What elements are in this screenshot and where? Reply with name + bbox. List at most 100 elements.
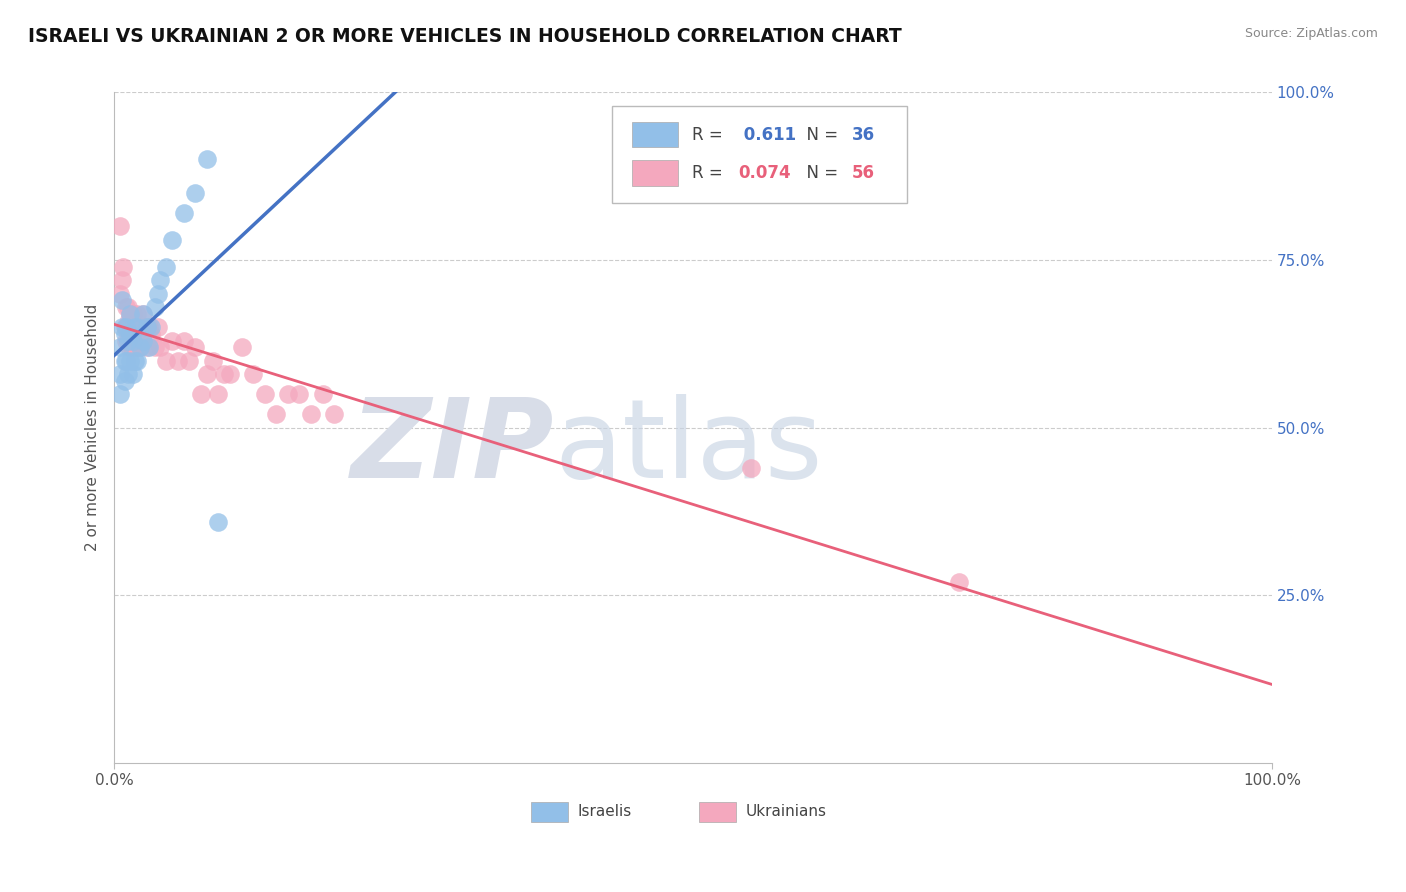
Point [148,286,170,301]
Point [134,320,156,334]
Bar [631,160,678,186]
Point [124,340,146,354]
Point [149,273,172,287]
Point [120,326,142,341]
Text: Israelis: Israelis [578,805,631,820]
FancyBboxPatch shape [699,802,735,822]
Text: R =: R = [692,126,728,144]
Point [114,353,136,368]
Point [219,367,242,381]
Point [155,260,177,274]
Point [120,353,142,368]
Point [117,367,139,381]
Point [120,307,142,321]
Point [124,320,146,334]
Point [143,300,166,314]
Point [149,340,172,354]
Point [141,326,163,341]
Point [108,340,131,354]
Point [108,387,131,401]
Point [127,307,149,321]
Point [173,206,195,220]
Point [242,367,264,381]
Point [264,407,287,421]
Point [195,153,218,167]
Point [135,320,157,334]
Point [148,320,170,334]
FancyBboxPatch shape [531,802,568,822]
Point [184,340,207,354]
Point [108,286,131,301]
Text: ZIP: ZIP [350,394,554,501]
Point [201,353,224,368]
Point [127,340,149,354]
Point [160,233,183,247]
Y-axis label: 2 or more Vehicles in Household: 2 or more Vehicles in Household [86,304,100,551]
Point [207,515,229,529]
Text: N =: N = [796,126,844,144]
Bar [631,122,678,147]
Text: 0.611: 0.611 [738,126,796,144]
Text: atlas: atlas [554,394,823,501]
Point [132,307,155,321]
Point [167,353,190,368]
Point [111,293,134,308]
Text: ISRAELI VS UKRAINIAN 2 OR MORE VEHICLES IN HOUSEHOLD CORRELATION CHART: ISRAELI VS UKRAINIAN 2 OR MORE VEHICLES … [28,27,901,45]
Point [299,407,322,421]
Point [277,387,299,401]
Point [114,320,136,334]
Point [155,353,177,368]
Point [138,340,160,354]
Point [288,387,311,401]
Text: 36: 36 [852,126,875,144]
Point [160,334,183,348]
Point [118,340,141,354]
Point [117,320,139,334]
Point [212,367,235,381]
Point [124,320,146,334]
Point [111,273,134,287]
Point [117,300,139,314]
Point [231,340,253,354]
Point [190,387,212,401]
Point [114,334,136,348]
Point [311,387,333,401]
Point [120,326,142,341]
Point [128,340,150,354]
Point [138,320,160,334]
Point [118,313,141,327]
Point [121,340,143,354]
Point [125,326,148,341]
Point [143,340,166,354]
Text: Ukrainians: Ukrainians [745,805,827,820]
Point [253,387,276,401]
Point [127,320,149,334]
Point [121,367,143,381]
Text: N =: N = [796,164,844,182]
Point [114,320,136,334]
Point [108,219,131,234]
Point [195,367,218,381]
Point [323,407,346,421]
Point [121,334,143,348]
Point [114,300,136,314]
Point [132,307,155,321]
Point [114,326,136,341]
Point [108,367,131,381]
FancyBboxPatch shape [612,106,907,203]
Text: 0.074: 0.074 [738,164,790,182]
Point [124,353,146,368]
Point [127,353,149,368]
Text: 56: 56 [852,164,875,182]
Point [128,320,150,334]
Point [120,307,142,321]
Point [207,387,229,401]
Text: Source: ZipAtlas.com: Source: ZipAtlas.com [1244,27,1378,40]
Point [112,260,135,274]
Point [132,334,155,348]
Point [740,461,762,475]
Point [179,353,201,368]
Point [121,334,143,348]
Point [114,374,136,388]
Point [141,320,163,334]
